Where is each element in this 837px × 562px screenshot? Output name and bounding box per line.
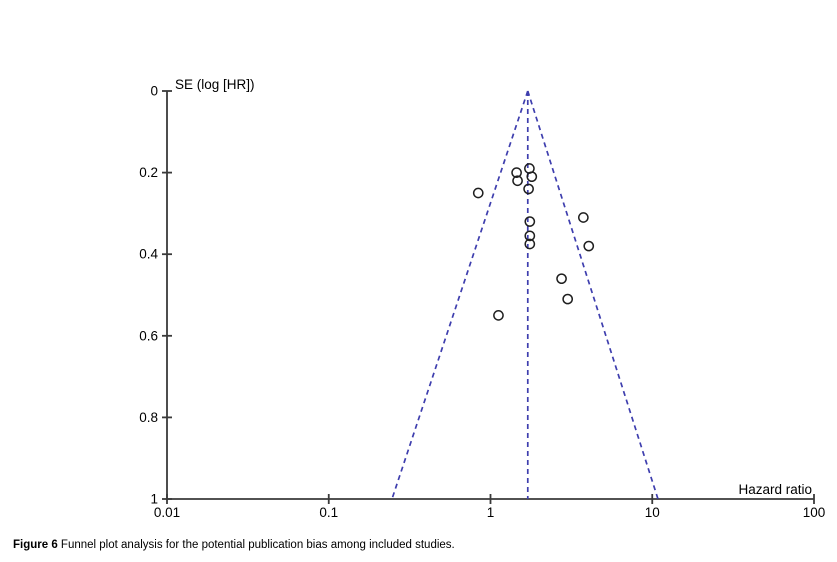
y-tick-label: 0.2 — [139, 165, 158, 180]
y-tick-label: 0.6 — [139, 328, 158, 343]
data-point — [524, 238, 536, 250]
y-tick-label: 1 — [150, 492, 158, 507]
data-point — [523, 183, 534, 195]
y-tick-label: 0 — [150, 84, 158, 99]
x-tick-label: 0.01 — [154, 505, 180, 520]
data-point — [562, 293, 574, 305]
figure-caption-text: Funnel plot analysis for the potential p… — [57, 539, 455, 551]
y-tick-label: 0.4 — [139, 247, 158, 262]
data-point — [526, 171, 538, 183]
x-tick-label: 100 — [803, 505, 826, 520]
data-point — [524, 216, 536, 227]
y-axis-title: SE (log [HR]) — [175, 77, 255, 92]
funnel-plot: 0 0.2 0.4 0.6 0.8 1 0.01 0.1 1 10 100 SE (log [HR])… — [139, 77, 826, 520]
data-point — [472, 187, 484, 199]
x-tick-label: 10 — [645, 505, 660, 520]
y-tick-label: 0.8 — [139, 410, 158, 425]
data-point — [524, 230, 536, 242]
figure-caption: Figure 6 Funnel plot analysis for the po… — [13, 538, 455, 553]
data-point — [577, 212, 589, 223]
data-point — [556, 273, 567, 285]
figure-caption-label: Figure 6 — [13, 539, 58, 551]
x-tick-label: 0.1 — [319, 505, 338, 520]
funnel-left-edge — [391, 90, 529, 500]
x-axis-title: Hazard ratio — [738, 482, 812, 497]
funnel-right-edge — [526, 90, 659, 500]
x-tick-label: 1 — [487, 505, 495, 520]
data-point — [583, 240, 595, 252]
data-point — [493, 310, 504, 321]
data-point — [512, 175, 523, 187]
data-point — [511, 167, 522, 178]
